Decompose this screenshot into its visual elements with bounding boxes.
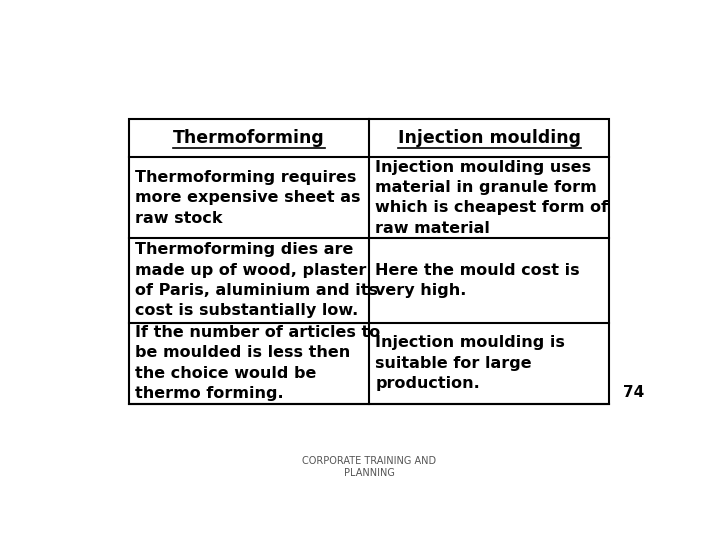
Text: CORPORATE TRAINING AND
PLANNING: CORPORATE TRAINING AND PLANNING [302,456,436,478]
Text: Thermoforming: Thermoforming [173,129,325,147]
Text: Injection moulding uses
material in granule form
which is cheapest form of
raw m: Injection moulding uses material in gran… [375,159,608,236]
Text: 74: 74 [624,384,644,400]
Text: If the number of articles to
be moulded is less then
the choice would be
thermo : If the number of articles to be moulded … [135,325,380,401]
Text: Injection moulding is
suitable for large
production.: Injection moulding is suitable for large… [375,335,565,391]
Text: Injection moulding: Injection moulding [397,129,580,147]
Text: Thermoforming requires
more expensive sheet as
raw stock: Thermoforming requires more expensive sh… [135,170,361,226]
Text: Here the mould cost is
very high.: Here the mould cost is very high. [375,262,580,298]
Text: Thermoforming dies are
made up of wood, plaster
of Paris, aluminium and its
cost: Thermoforming dies are made up of wood, … [135,242,378,319]
Bar [129,119,609,403]
